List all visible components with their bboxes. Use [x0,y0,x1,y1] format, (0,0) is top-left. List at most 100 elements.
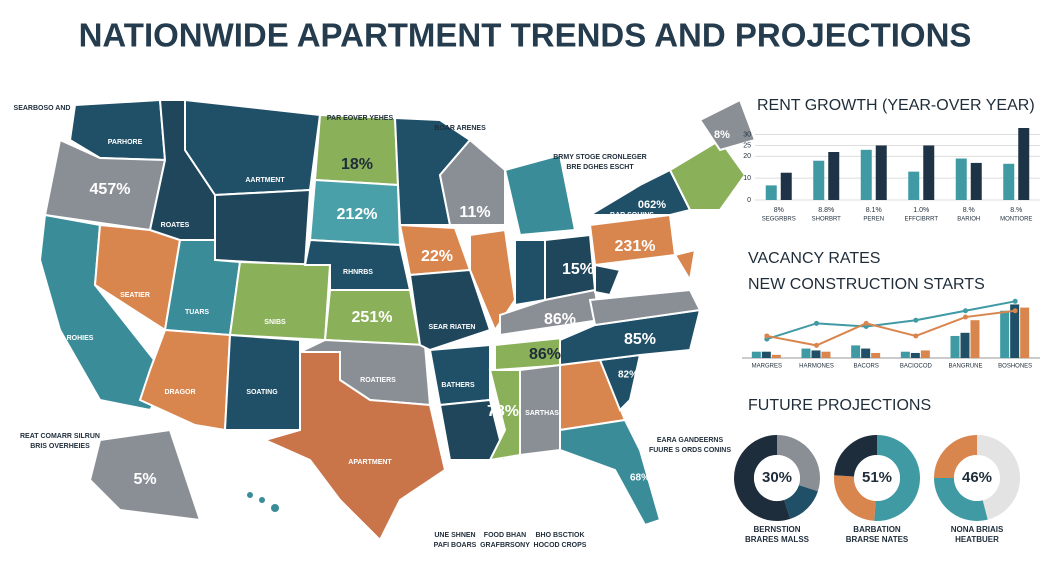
x-tick-label: PEREN [863,217,884,223]
bar [813,160,825,200]
caption: DRAGOR [164,389,195,396]
us-map [38,98,757,542]
caption: UNE SHNEN [434,532,475,539]
caption: SEAR RIATEN [429,324,476,331]
donut-hole [754,455,800,501]
line-point [814,320,819,326]
caption: RHNRBS [343,269,373,276]
island [259,497,265,503]
donut-segment [976,435,1020,520]
line-point [913,333,919,339]
map-labels: 457% 18% 212% 11% 22% 231% 15% 251% 86% … [14,105,732,549]
chart-title: VACANCY RATES [748,250,880,267]
bar [970,320,980,358]
line [766,309,1016,347]
donut-label: 51% [862,469,892,486]
map-value: 062% [638,199,666,211]
donut-caption: BRARSE NATES [846,535,909,544]
x-tick-label: BACIOCOD [900,364,933,370]
x-tick-sublabel: 8% [774,207,784,214]
map-value: 85% [624,331,656,348]
bar [828,152,840,200]
title: NATIONWIDE APARTMENT TRENDS AND PROJECTI… [79,17,972,54]
donut-segment [834,475,877,521]
state [673,248,697,283]
y-tick-label: 0 [747,197,751,204]
donut-caption: BARBATION [853,525,901,534]
caption: REAT COMARR SILRUN [20,433,100,440]
bar [900,351,910,358]
map-value: 231% [615,238,656,255]
state [588,288,702,327]
caption: BRE DGHES ESCHT [566,164,634,171]
y-tick-label: 30 [743,131,751,138]
caption: ROATIERS [360,377,396,384]
caption: PAFI BOARS [434,542,477,549]
bar [1010,304,1020,358]
x-tick-label: SEGGRBRS [762,217,796,223]
line-point [764,333,770,339]
bar [751,351,761,358]
bar [860,149,872,200]
line-point [814,342,819,348]
chart-subtitle: NEW CONSTRUCTION STARTS [748,276,985,293]
bar [811,350,821,358]
bar [1018,128,1030,200]
donut-segment [874,435,920,521]
caption: SOATING [246,389,278,396]
x-tick-sublabel: 1.0% [913,207,929,214]
state [214,188,312,267]
donut-caption: HEATBUER [955,535,999,544]
x-tick-label: BACORS [853,364,878,370]
caption: BATHERS [441,382,475,389]
caption: SNIBS [264,319,286,326]
map-value: 11% [459,204,490,221]
state [138,328,232,432]
caption: PAR EOVER YEHES [327,115,394,122]
state [559,418,662,527]
bar [875,145,887,200]
map-value: 22% [421,248,453,265]
caption: EARA GANDEERNS [657,437,724,444]
donut-segment [734,435,791,521]
bar [1000,310,1010,358]
chart-title: FUTURE PROJECTIONS [748,397,931,414]
caption: PARHORE [108,139,143,146]
donut-segment [783,484,818,519]
caption: FOOD BHAN [484,532,526,539]
caption: BAR SOHINS [610,212,654,219]
bar [771,354,781,358]
caption: AARTMENT [245,177,285,184]
line-point [1012,308,1018,314]
x-tick-label: BARIOH [957,217,980,223]
bar [908,171,920,200]
x-tick-sublabel: 8.% [1010,207,1022,214]
state [428,343,491,407]
state [88,428,202,522]
state [514,239,546,307]
map-value: 18% [341,156,373,173]
x-tick-label: BANGRUNE [948,364,982,370]
y-tick-label: 10 [743,175,751,182]
bar [765,185,777,200]
bar [801,348,811,358]
line-point [1012,298,1018,304]
state [559,308,702,367]
bar [821,351,831,358]
map-value: 86% [544,311,576,328]
x-tick-sublabel: 8.1% [866,207,882,214]
map-value: 15% [562,261,594,278]
donut-segment [934,477,988,521]
bar [960,332,970,358]
x-tick-label: SHORBRT [812,217,842,223]
state [438,138,506,226]
state [408,268,492,352]
donut-hole [954,455,1000,501]
state [228,260,332,342]
caption: TUARS [185,309,209,316]
chart-title: RENT GROWTH (YEAR-OVER YEAR) [757,97,1035,114]
donut-caption: NONA BRIAIS [951,525,1004,534]
line-point [963,308,968,314]
bar [761,351,771,358]
